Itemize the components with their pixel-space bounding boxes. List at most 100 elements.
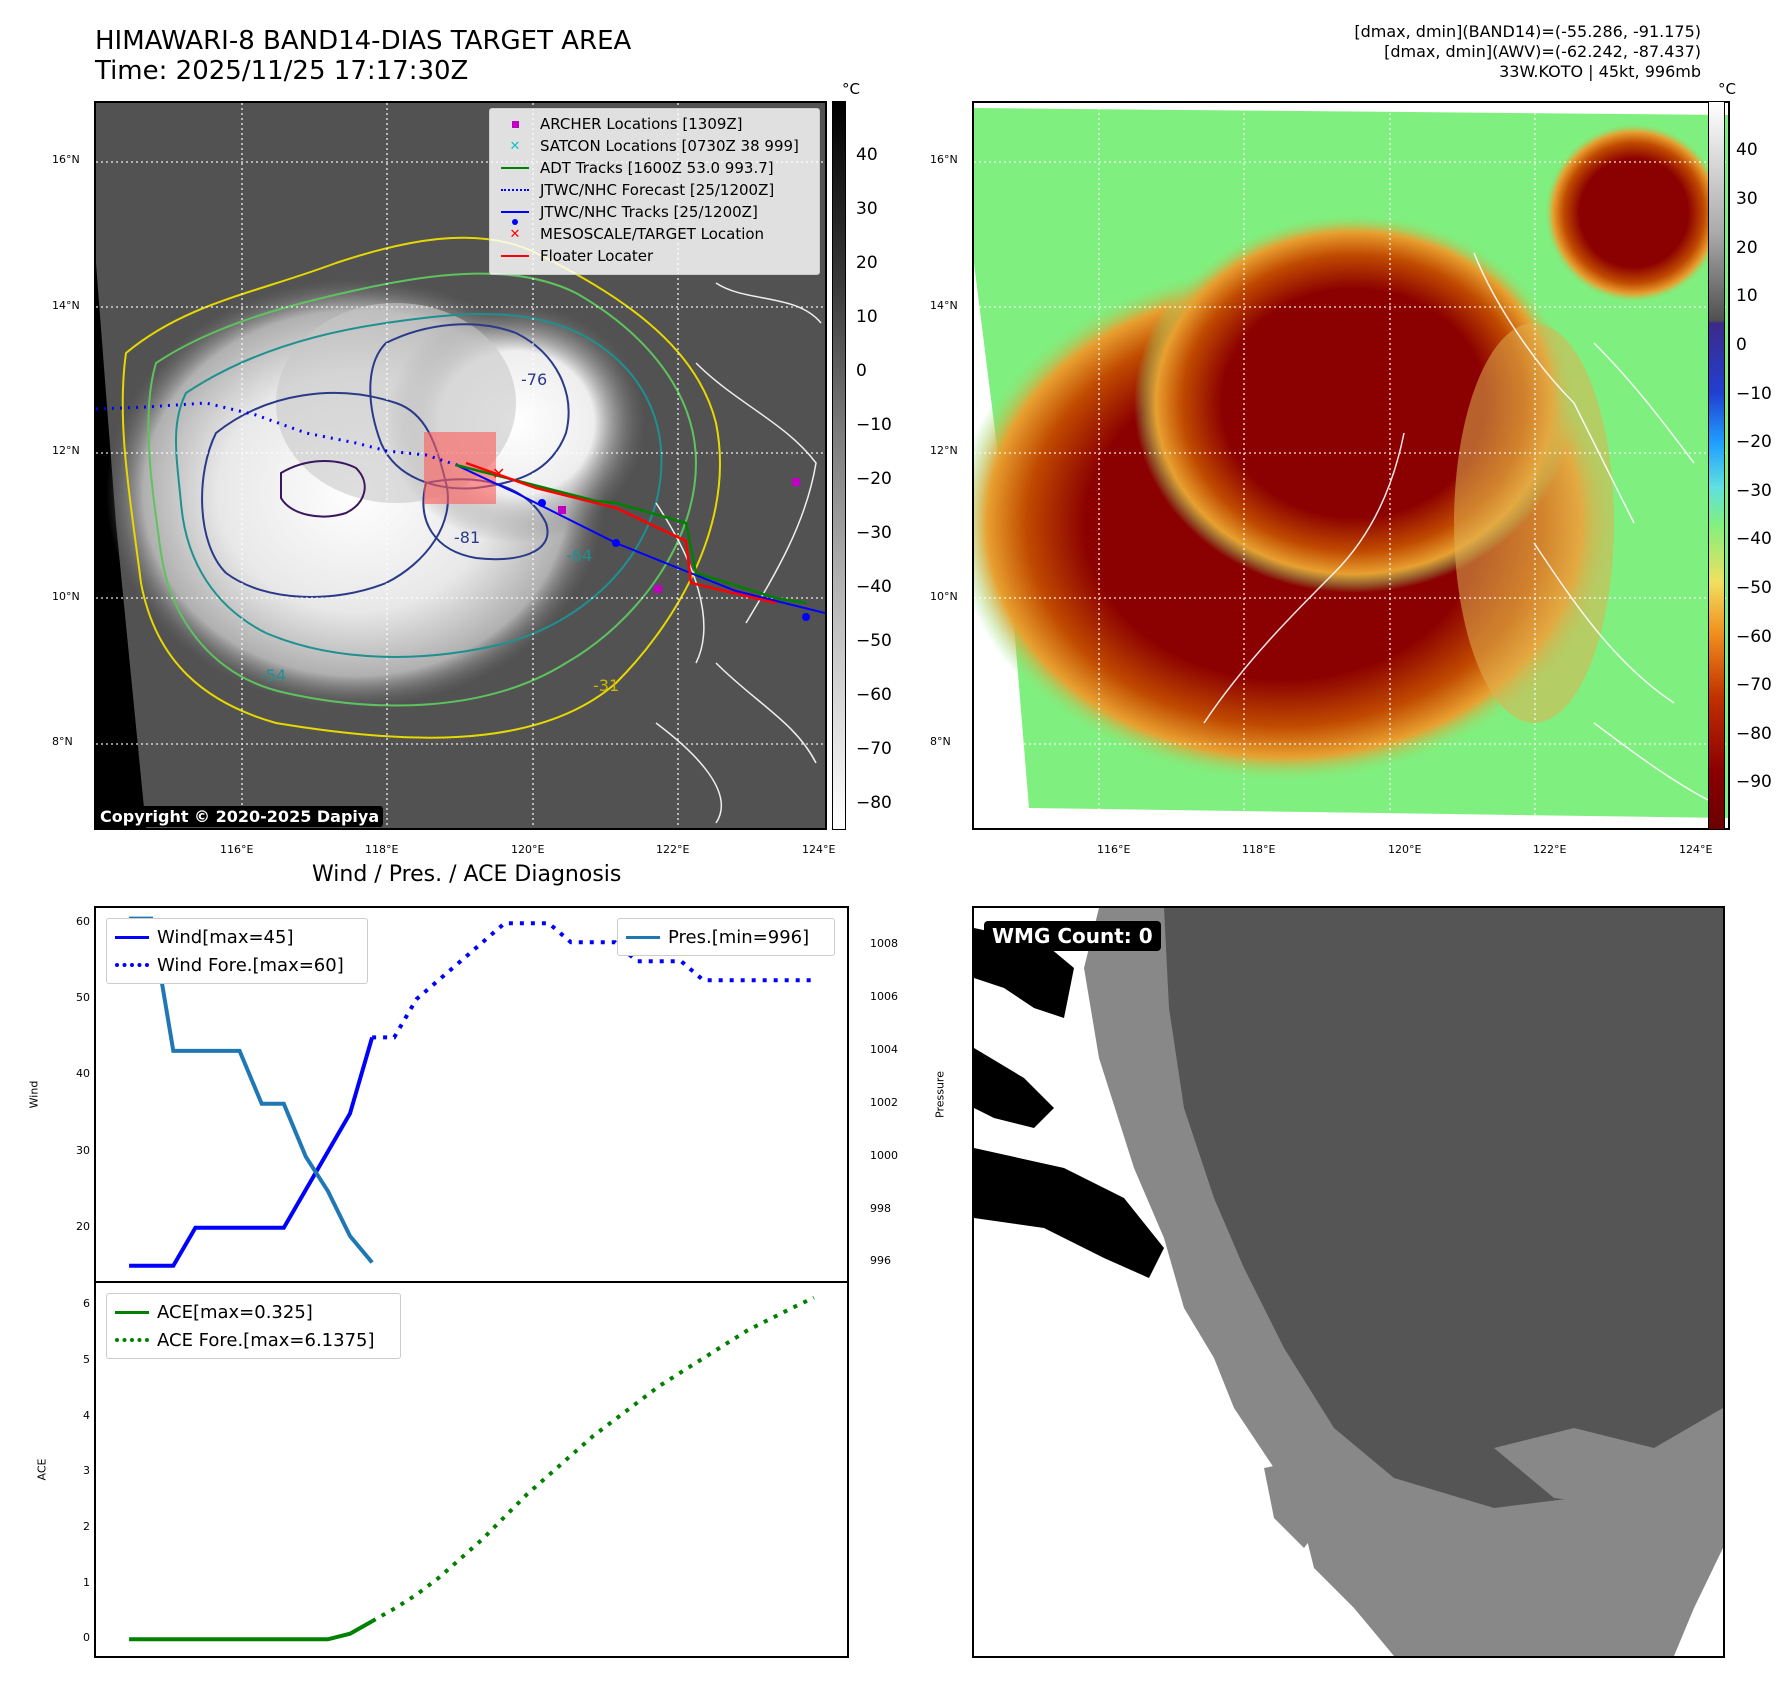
y-tick: 1000 <box>870 1148 898 1162</box>
lon-tick: 118°E <box>365 843 399 856</box>
lon-tick: 118°E <box>1242 843 1276 856</box>
wmg-image <box>974 908 1723 1656</box>
jtwc-track-points <box>538 499 810 621</box>
adt-track <box>455 463 807 605</box>
floater-locator <box>465 461 777 605</box>
lat-tick: 10°N <box>930 590 958 603</box>
wind-legend: Wind[max=45] Wind Fore.[max=60] <box>106 918 368 984</box>
awv-range: [dmax, dmin](AWV)=(-62.242, -87.437) <box>1384 42 1701 61</box>
cb-right-tick: −80 <box>1736 724 1772 744</box>
y-tick: 1004 <box>870 1042 898 1056</box>
lat-tick: 16°N <box>52 153 80 166</box>
colorbar-left <box>832 101 846 830</box>
series-line-ace-fore-max- <box>371 1295 815 1623</box>
band14-map-panel: -76 -81 -54 -64 -31 ✕ Copyright © 2020-2… <box>94 101 827 830</box>
cb-left-tick: −80 <box>856 793 892 813</box>
awv-imagery <box>974 103 1728 828</box>
lon-tick: 122°E <box>1533 843 1567 856</box>
y-tick: 1002 <box>870 1095 898 1109</box>
y-tick: 20 <box>76 1219 90 1233</box>
legend-adt: ADT Tracks [1600Z 53.0 993.7] <box>498 157 811 179</box>
cb-left-tick: −70 <box>856 739 892 759</box>
legend-target: ✕ MESOSCALE/TARGET Location <box>509 225 765 243</box>
pressure-legend: Pres.[min=996] <box>617 918 835 956</box>
series-line-wind-fore-max- <box>372 921 814 1040</box>
cb-right-tick: −70 <box>1736 675 1772 695</box>
lat-tick: 8°N <box>930 735 951 748</box>
cb-right-tick: −90 <box>1736 772 1772 792</box>
lat-tick: 12°N <box>52 444 80 457</box>
ace-axis-label: ACE <box>35 1458 49 1481</box>
figure-time: Time: 2025/11/25 17:17:30Z <box>95 56 469 86</box>
cb-right-tick: −30 <box>1736 481 1772 501</box>
y-tick: 60 <box>76 915 90 929</box>
cb-right-tick: 10 <box>1736 286 1758 306</box>
legend-floater: Floater Locater <box>498 245 811 267</box>
wmg-count-badge: WMG Count: 0 <box>984 921 1161 951</box>
legend-tracks: JTWC/NHC Tracks [25/1200Z] <box>498 201 811 225</box>
lon-tick: 122°E <box>656 843 690 856</box>
svg-text:-76: -76 <box>521 370 547 389</box>
svg-text:-54: -54 <box>260 666 286 685</box>
archer-locations <box>558 478 800 593</box>
cb-left-tick: 30 <box>856 199 878 219</box>
cb-right-tick: −50 <box>1736 578 1772 598</box>
lat-tick: 10°N <box>52 590 80 603</box>
copyright-label: Copyright © 2020-2025 Dapiya <box>96 806 384 827</box>
y-tick: 30 <box>76 1143 90 1157</box>
y-tick: 996 <box>870 1254 891 1268</box>
diag-title: Wind / Pres. / ACE Diagnosis <box>312 862 622 887</box>
cb-left-tick: 10 <box>856 307 878 327</box>
y-tick: 40 <box>76 1067 90 1081</box>
wind-pressure-plot <box>129 916 814 1268</box>
legend-forecast: JTWC/NHC Forecast [25/1200Z] <box>498 179 811 201</box>
figure-title: HIMAWARI-8 BAND14-DIAS TARGET AREA <box>95 26 632 56</box>
cb-left-tick: 0 <box>856 361 867 381</box>
cb-left-tick: −60 <box>856 685 892 705</box>
y-tick: 1006 <box>870 989 898 1003</box>
y-tick: 3 <box>83 1464 90 1478</box>
cb-right-tick: −40 <box>1736 529 1772 549</box>
map-legend: ARCHER Locations [1309Z] ✕ SATCON Locatio… <box>489 108 820 275</box>
cb-left-tick: −50 <box>856 631 892 651</box>
pressure-axis-label: Pressure <box>933 1071 947 1118</box>
colorbar-left-unit: °C <box>842 80 860 98</box>
lat-tick: 14°N <box>930 299 958 312</box>
y-tick: 5 <box>83 1352 90 1366</box>
lat-tick: 16°N <box>930 153 958 166</box>
cb-right-tick: 20 <box>1736 238 1758 258</box>
lon-tick: 124°E <box>1679 843 1713 856</box>
ace-legend: ACE[max=0.325] ACE Fore.[max=6.1375] <box>106 1293 401 1359</box>
cb-left-tick: −40 <box>856 577 892 597</box>
cb-right-tick: 0 <box>1736 335 1747 355</box>
lon-tick: 124°E <box>802 843 836 856</box>
cb-right-tick: 30 <box>1736 189 1758 209</box>
ace-plot <box>129 1295 815 1642</box>
series-line-ace-max- <box>129 1619 374 1642</box>
cb-left-tick: −30 <box>856 523 892 543</box>
cb-left-tick: 40 <box>856 145 878 165</box>
legend-archer: ARCHER Locations [1309Z] <box>498 113 811 135</box>
cb-right-tick: −20 <box>1736 432 1772 452</box>
cb-right-tick: 40 <box>1736 140 1758 160</box>
y-tick: 1008 <box>870 937 898 951</box>
band14-imagery: -76 -81 -54 -64 -31 ✕ <box>96 103 825 828</box>
cb-left-tick: −10 <box>856 415 892 435</box>
y-tick: 6 <box>83 1297 90 1311</box>
lon-tick: 116°E <box>220 843 254 856</box>
target-location-marker: ✕ <box>492 464 505 483</box>
lat-tick: 14°N <box>52 299 80 312</box>
svg-text:-64: -64 <box>566 546 592 565</box>
y-tick: 50 <box>76 991 90 1005</box>
band14-range: [dmax, dmin](BAND14)=(-55.286, -91.175) <box>1354 22 1701 41</box>
wind-pressure-panel: Wind[max=45] Wind Fore.[max=60] Pres.[mi… <box>94 906 849 1283</box>
lat-tick: 8°N <box>52 735 73 748</box>
y-tick: 4 <box>83 1408 90 1422</box>
wind-axis-label: Wind <box>27 1080 41 1109</box>
cb-left-tick: −20 <box>856 469 892 489</box>
ace-panel: ACE[max=0.325] ACE Fore.[max=6.1375] <box>94 1281 849 1658</box>
y-tick: 998 <box>870 1201 891 1215</box>
wmg-panel: WMG Count: 0 <box>972 906 1725 1658</box>
cb-left-tick: 20 <box>856 253 878 273</box>
y-tick: 2 <box>83 1519 90 1533</box>
